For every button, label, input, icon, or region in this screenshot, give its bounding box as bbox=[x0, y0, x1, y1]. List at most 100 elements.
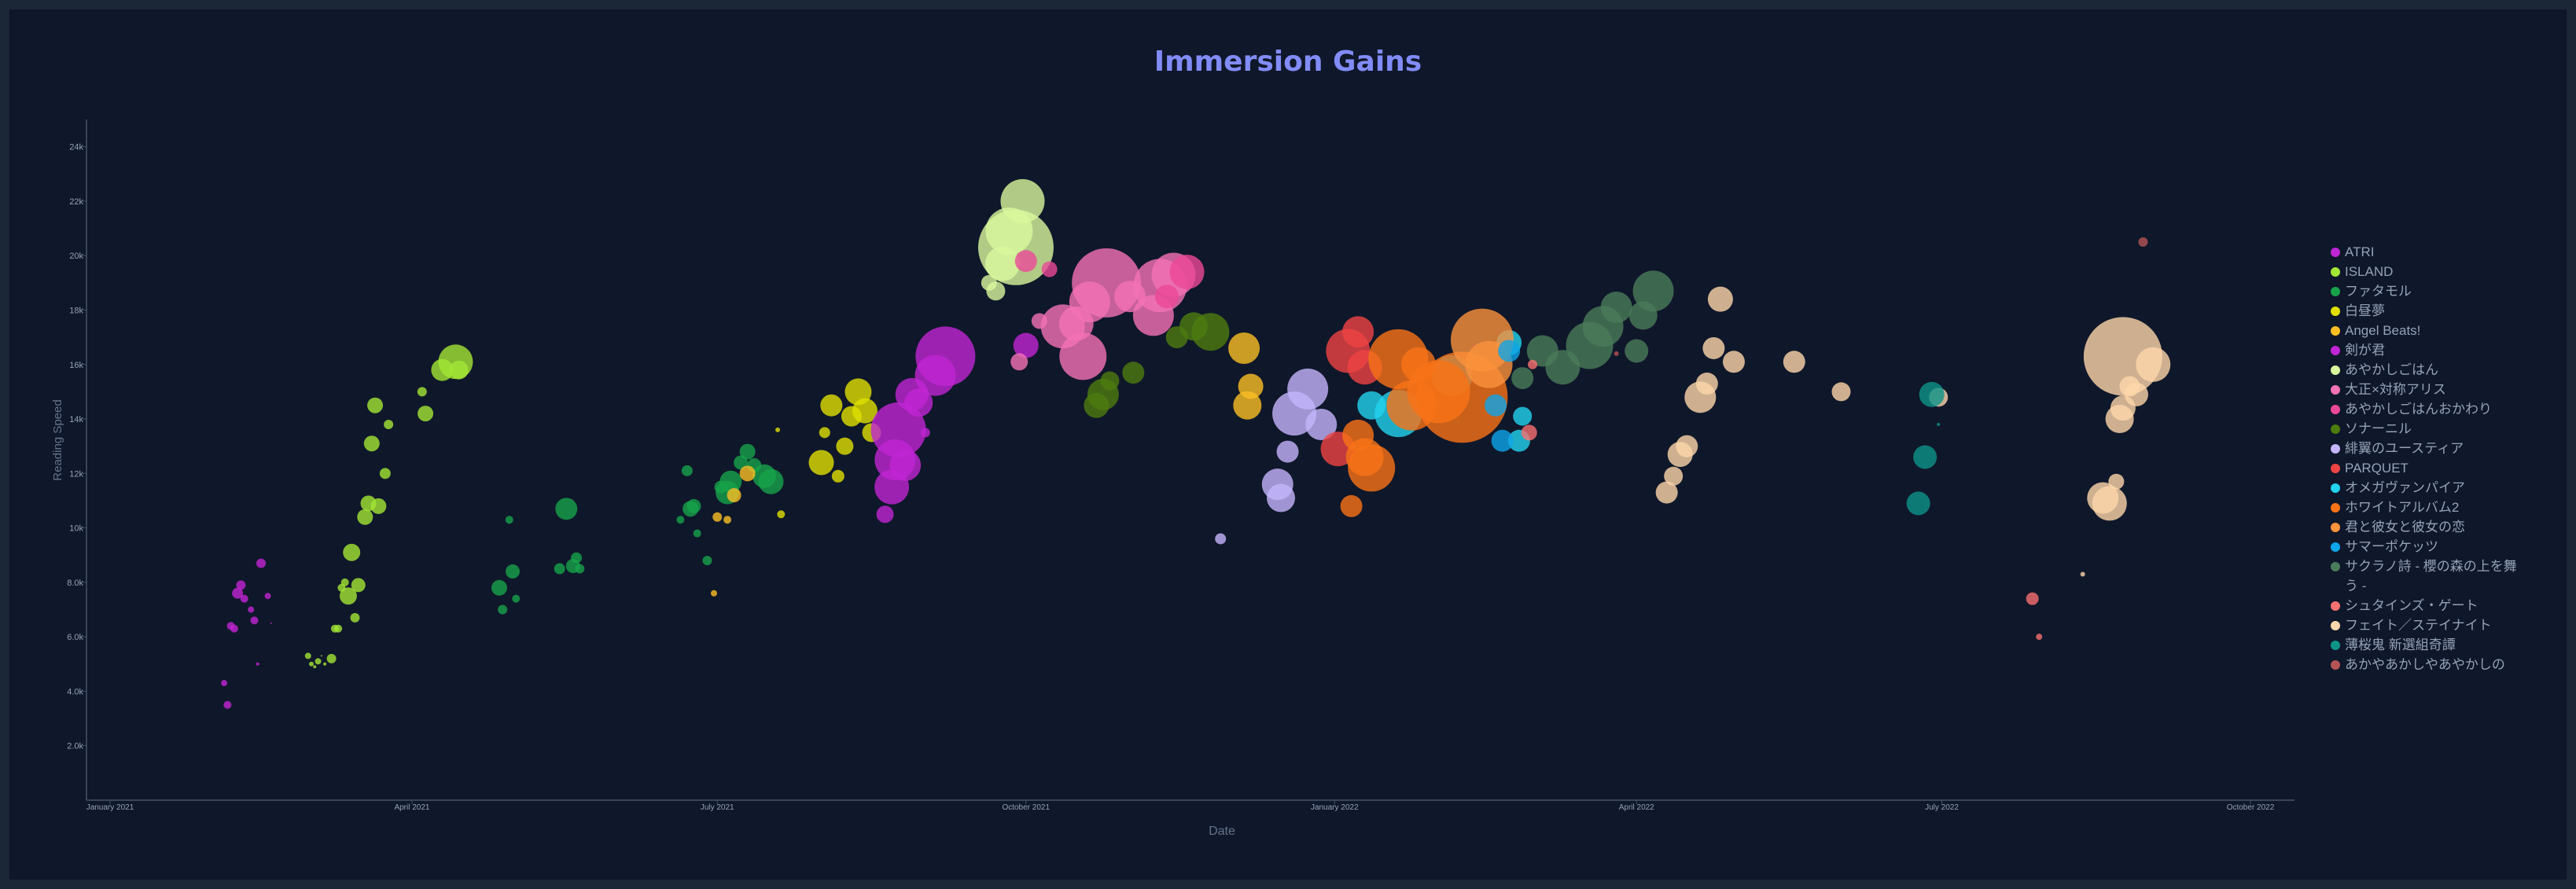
data-point-16 bbox=[1632, 270, 1674, 312]
legend-label: あやかしごはん bbox=[2345, 362, 2438, 377]
data-point-0 bbox=[264, 593, 271, 600]
legend-item[interactable]: あやかしごはんおかわり bbox=[2331, 399, 2527, 419]
data-point-2 bbox=[505, 564, 520, 579]
data-point-6 bbox=[986, 281, 1006, 301]
legend-swatch bbox=[2331, 483, 2340, 493]
legend-item[interactable]: 君と彼女と彼女の恋 bbox=[2331, 517, 2527, 537]
legend-label: ソナーニル bbox=[2345, 421, 2412, 436]
legend-label: Angel Beats! bbox=[2345, 323, 2421, 338]
data-point-3 bbox=[777, 510, 786, 519]
data-point-4 bbox=[727, 488, 742, 503]
data-point-19 bbox=[1919, 381, 1945, 407]
data-point-10 bbox=[1215, 533, 1227, 545]
legend-item[interactable]: サマーポケッツ bbox=[2331, 537, 2527, 557]
data-point-1 bbox=[339, 587, 357, 605]
legend-item[interactable]: ソナーニル bbox=[2331, 419, 2527, 439]
data-point-8 bbox=[1014, 250, 1037, 273]
data-point-1 bbox=[363, 435, 380, 452]
x-tick-label: July 2021 bbox=[701, 803, 734, 812]
legend-item[interactable]: 剣が君 bbox=[2331, 340, 2527, 360]
data-point-16 bbox=[1600, 292, 1632, 324]
legend-item[interactable]: サクラノ詩 - 櫻の森の上を舞う - bbox=[2331, 557, 2527, 596]
y-tick-label: 20k bbox=[69, 252, 83, 261]
legend-swatch bbox=[2331, 287, 2340, 296]
data-point-0 bbox=[250, 616, 259, 625]
legend-swatch bbox=[2331, 326, 2340, 336]
legend-item[interactable]: 緋翼のユースティア bbox=[2331, 439, 2527, 458]
data-point-0 bbox=[248, 606, 255, 613]
data-point-0 bbox=[230, 624, 238, 633]
legend-label: ATRI bbox=[2345, 244, 2375, 259]
data-point-4 bbox=[1238, 373, 1264, 399]
data-point-18 bbox=[2092, 486, 2127, 521]
legend-item[interactable]: ISLAND bbox=[2331, 262, 2527, 281]
data-point-1 bbox=[323, 662, 327, 666]
data-point-17 bbox=[2026, 592, 2039, 605]
legend-swatch bbox=[2331, 385, 2340, 395]
y-tick-label: 10k bbox=[69, 524, 83, 534]
data-point-5 bbox=[889, 449, 922, 481]
data-point-8 bbox=[1154, 285, 1179, 309]
legend-label: PARQUET bbox=[2345, 461, 2409, 476]
legend-item[interactable]: ホワイトアルバム2 bbox=[2331, 498, 2527, 517]
legend-label: あかやあかしやあやかしの bbox=[2345, 657, 2505, 672]
data-point-2 bbox=[702, 556, 712, 566]
data-point-4 bbox=[723, 516, 732, 524]
data-point-3 bbox=[808, 450, 834, 476]
data-point-1 bbox=[308, 661, 314, 667]
legend-swatch bbox=[2331, 464, 2340, 473]
data-point-2 bbox=[758, 468, 784, 494]
legend-swatch bbox=[2331, 562, 2340, 571]
data-point-1 bbox=[315, 658, 322, 665]
legend-item[interactable]: フェイト／ステイナイト bbox=[2331, 615, 2527, 635]
legend-item[interactable]: ファタモル bbox=[2331, 281, 2527, 301]
data-point-1 bbox=[370, 498, 387, 514]
data-point-1 bbox=[313, 665, 317, 669]
legend-item[interactable]: あかやあかしやあやかしの bbox=[2331, 655, 2527, 674]
legend-item[interactable]: Angel Beats! bbox=[2331, 321, 2527, 340]
legend-label: 君と彼女と彼女の恋 bbox=[2345, 520, 2465, 535]
y-tick-label: 16k bbox=[69, 361, 83, 370]
data-point-5 bbox=[876, 505, 894, 523]
data-point-18 bbox=[1695, 373, 1718, 395]
legend-item[interactable]: シュタインズ・ゲート bbox=[2331, 596, 2527, 615]
y-tick-label: 8.0k bbox=[67, 579, 83, 588]
legend-item[interactable]: 白昼夢 bbox=[2331, 301, 2527, 321]
data-point-18 bbox=[2080, 571, 2085, 577]
legend-item[interactable]: あやかしごはん bbox=[2331, 360, 2527, 380]
data-point-0 bbox=[256, 558, 266, 568]
legend-item[interactable]: オメガヴァンパイア bbox=[2331, 478, 2527, 498]
legend-item[interactable]: 大正×対称アリス bbox=[2331, 380, 2527, 399]
data-point-5 bbox=[870, 402, 926, 457]
data-point-18 bbox=[1831, 382, 1851, 402]
legend-label: 薄桜鬼 新選組奇譚 bbox=[2345, 637, 2456, 652]
legend: ATRI ISLAND ファタモル 白昼夢 Angel Beats! 剣が君あやかしごはん… bbox=[2331, 242, 2527, 674]
data-point-16 bbox=[1625, 339, 1649, 363]
legend-label: ISLAND bbox=[2345, 264, 2394, 279]
chart-title: Immersion Gains bbox=[1154, 46, 1422, 78]
data-point-1 bbox=[417, 387, 427, 397]
data-point-10 bbox=[1305, 408, 1338, 440]
data-point-7 bbox=[1010, 353, 1029, 371]
legend-swatch bbox=[2331, 307, 2340, 316]
data-point-5 bbox=[920, 428, 930, 438]
data-point-9 bbox=[1191, 313, 1230, 351]
data-point-18 bbox=[2108, 473, 2125, 490]
y-axis-label: Reading Speed bbox=[51, 399, 64, 480]
legend-item[interactable]: ATRI bbox=[2331, 242, 2527, 262]
x-tick-label: April 2022 bbox=[1619, 803, 1654, 812]
data-point-2 bbox=[686, 498, 701, 513]
data-point-18 bbox=[1664, 466, 1684, 486]
legend-swatch bbox=[2331, 366, 2340, 375]
legend-item[interactable]: PARQUET bbox=[2331, 458, 2527, 478]
legend-label: ホワイトアルバム2 bbox=[2345, 500, 2460, 515]
data-point-19 bbox=[1906, 491, 1930, 516]
x-tick-label: April 2021 bbox=[394, 803, 429, 812]
legend-swatch bbox=[2331, 601, 2340, 611]
data-point-2 bbox=[681, 465, 693, 476]
data-point-1 bbox=[449, 360, 469, 380]
legend-item[interactable]: 薄桜鬼 新選組奇譚 bbox=[2331, 635, 2527, 655]
data-point-2 bbox=[491, 579, 507, 596]
data-point-2 bbox=[693, 529, 701, 538]
data-point-0 bbox=[221, 680, 228, 687]
